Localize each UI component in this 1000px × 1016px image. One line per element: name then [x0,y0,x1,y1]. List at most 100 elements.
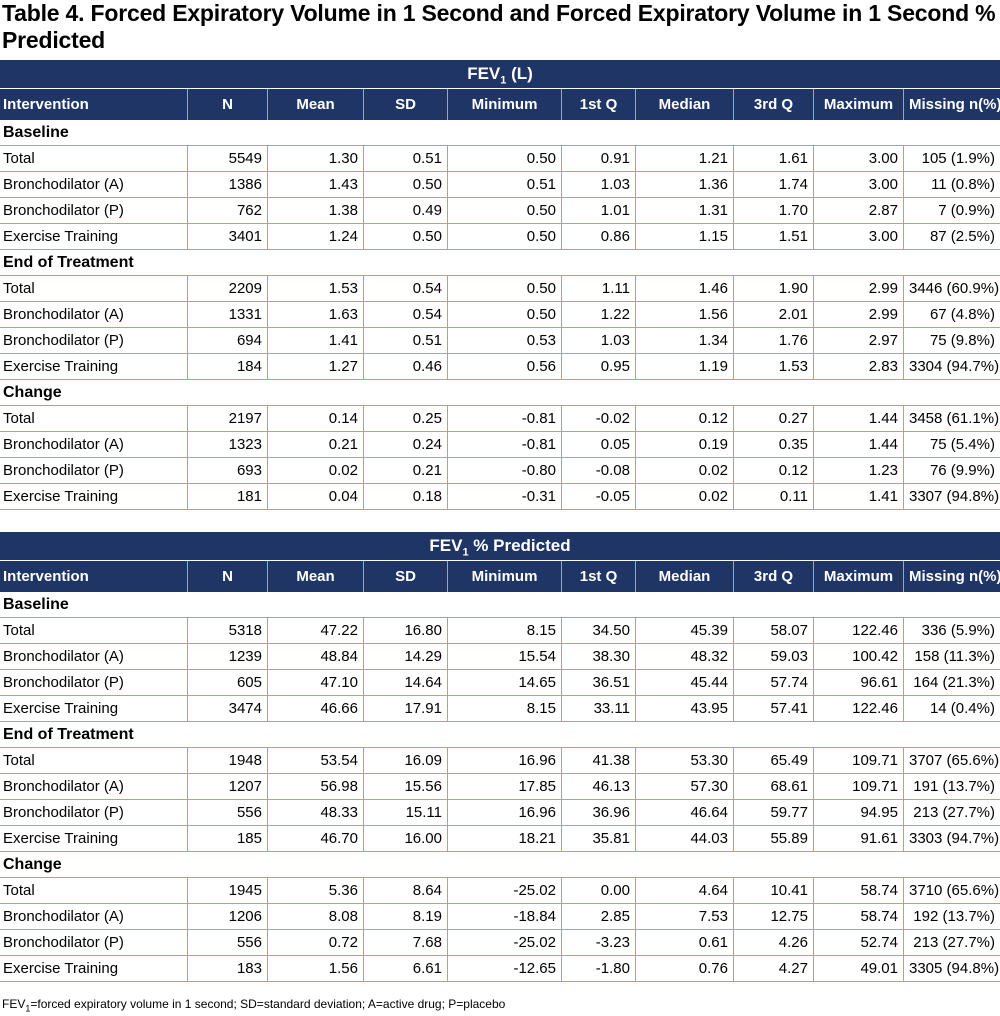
table-row: Bronchodilator (A) 1323 0.21 0.24 -0.81 0.05 0… [0,432,1000,458]
table-row: Bronchodilator (P) 694 1.41 0.51 0.53 1.03 1.3… [0,328,1000,354]
column-header: Minimum [448,561,562,592]
column-header: 3rd Q [734,89,814,120]
table-row: Total 1948 53.54 16.09 16.96 41.38 53.30 65.49 1… [0,748,1000,774]
value-cell: 55.89 [734,826,814,851]
value-cell: 0.24 [364,432,448,457]
value-cell: 1.53 [734,354,814,379]
table-row: Bronchodilator (A) 1206 8.08 8.19 -18.84 2.85… [0,904,1000,930]
table-row: Total 2197 0.14 0.25 -0.81 -0.02 0.12 0.27 1.44 3… [0,406,1000,432]
column-header: Maximum [814,561,904,592]
value-cell: 34.50 [562,618,636,643]
value-cell: 3307 (94.8%) [909,488,1000,505]
value-cell: 2.97 [814,328,904,353]
table-row: Exercise Training 3474 46.66 17.91 8.15 33.11… [0,696,1000,722]
value-cell: 0.04 [268,484,364,509]
value-cell: 75 (9.8%) [929,332,995,349]
table-row: Exercise Training 183 1.56 6.61 -12.65 -1.80 0… [0,956,1000,982]
value-cell: 1.74 [734,172,814,197]
value-cell: 336 (5.9%) [921,622,995,639]
value-cell: 3303 (94.7%) [909,830,1000,847]
value-cell: 122.46 [814,618,904,643]
value-cell: 0.72 [268,930,364,955]
value-cell: 48.33 [268,800,364,825]
value-cell: 0.50 [448,146,562,171]
section-header: Change [0,380,1000,406]
intervention-cell: Bronchodilator (A) [0,172,188,197]
value-cell: 0.35 [734,432,814,457]
value-cell: 57.74 [734,670,814,695]
value-cell: 49.01 [814,956,904,981]
column-header: Minimum [448,89,562,120]
intervention-cell: Total [0,406,188,431]
value-cell: 1.56 [268,956,364,981]
table-row: Bronchodilator (P) 556 0.72 7.68 -25.02 -3.23… [0,930,1000,956]
value-cell: 556 [188,930,268,955]
value-cell: 91.61 [814,826,904,851]
value-cell: 2209 [188,276,268,301]
fev1-percent-predicted-table: FEV1 % Predicted Intervention N Mean SD Mini… [0,532,1000,982]
value-cell: 0.02 [268,458,364,483]
intervention-cell: Bronchodilator (P) [0,198,188,223]
value-cell: 0.12 [636,406,734,431]
value-cell: 3305 (94.8%) [909,960,1000,977]
value-cell: 0.46 [364,354,448,379]
value-cell: 0.05 [562,432,636,457]
value-cell: 693 [188,458,268,483]
intervention-cell: Bronchodilator (P) [0,328,188,353]
value-cell: 5.36 [268,878,364,903]
value-cell: 0.50 [448,276,562,301]
value-cell: 2.01 [734,302,814,327]
value-cell: 1.19 [636,354,734,379]
value-cell: 6.61 [364,956,448,981]
value-cell: 7 (0.9%) [938,202,995,219]
value-cell: 2.83 [814,354,904,379]
value-cell: 213 (27.7%) [913,934,995,951]
value-cell: 0.21 [364,458,448,483]
value-cell: 45.39 [636,618,734,643]
band-subscript: 1 [462,546,469,559]
intervention-cell: Bronchodilator (A) [0,302,188,327]
value-cell: 46.70 [268,826,364,851]
value-cell: 16.00 [364,826,448,851]
column-header-row: Intervention N Mean SD Minimum 1st Q Median 3rd… [0,89,1000,120]
value-cell: 16.96 [448,800,562,825]
band-label: FEV [467,64,501,83]
value-cell: 0.02 [636,458,734,483]
intervention-cell: Exercise Training [0,224,188,249]
value-cell: 1.44 [814,406,904,431]
table-row: Bronchodilator (A) 1331 1.63 0.54 0.50 1.22 1.… [0,302,1000,328]
value-cell: 2197 [188,406,268,431]
fev1-liters-table: FEV1 (L) Intervention N Mean SD Minimum 1st Q… [0,60,1000,510]
value-cell: 184 [188,354,268,379]
value-cell: -25.02 [448,930,562,955]
value-cell: 76 (9.9%) [929,462,995,479]
value-cell: 14 (0.4%) [929,700,995,717]
value-cell: 213 (27.7%) [913,804,995,821]
section-header: End of Treatment [0,250,1000,276]
value-cell: 0.27 [734,406,814,431]
value-cell: 0.00 [562,878,636,903]
intervention-cell: Exercise Training [0,484,188,509]
value-cell: 36.96 [562,800,636,825]
value-cell: 100.42 [814,644,904,669]
value-cell: 2.99 [814,302,904,327]
band-unit: % Predicted [468,536,571,555]
column-header: 1st Q [562,89,636,120]
table-row: Bronchodilator (P) 762 1.38 0.49 0.50 1.01 1.3… [0,198,1000,224]
value-cell: 15.11 [364,800,448,825]
value-cell: -0.31 [448,484,562,509]
intervention-cell: Exercise Training [0,956,188,981]
table-row: Bronchodilator (P) 605 47.10 14.64 14.65 36.5… [0,670,1000,696]
value-cell: 53.54 [268,748,364,773]
value-cell: 1.23 [814,458,904,483]
value-cell: 1206 [188,904,268,929]
intervention-cell: Bronchodilator (A) [0,774,188,799]
section-header: Baseline [0,120,1000,146]
value-cell: 7.53 [636,904,734,929]
value-cell: 1.31 [636,198,734,223]
value-cell: 3304 (94.7%) [909,358,1000,375]
value-cell: -0.05 [562,484,636,509]
value-cell: 0.11 [734,484,814,509]
table-row: Bronchodilator (A) 1207 56.98 15.56 17.85 46.… [0,774,1000,800]
value-cell: 1.03 [562,172,636,197]
